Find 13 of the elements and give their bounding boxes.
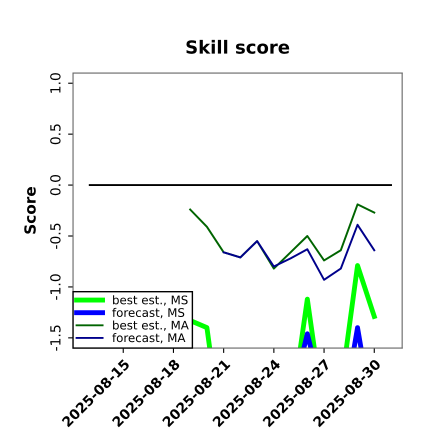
legend-label: best est., MS: [113, 295, 188, 306]
y-tick-label: -0.5: [50, 224, 61, 249]
y-tick-label: 0.5: [50, 124, 61, 144]
legend-label: forecast, MA: [112, 333, 186, 344]
y-tick-label: -1.5: [50, 326, 61, 351]
legend-label: forecast, MS: [112, 308, 184, 318]
chart-title: Skill score: [186, 40, 290, 54]
y-tick-label: 1.0: [50, 73, 61, 93]
y-tick-label: -1.0: [50, 274, 61, 300]
y-tick-label: 0.0: [50, 174, 61, 196]
legend-label: best est., MA: [113, 320, 189, 331]
y-axis-title: Score: [24, 187, 36, 234]
line-series: [222, 224, 376, 281]
